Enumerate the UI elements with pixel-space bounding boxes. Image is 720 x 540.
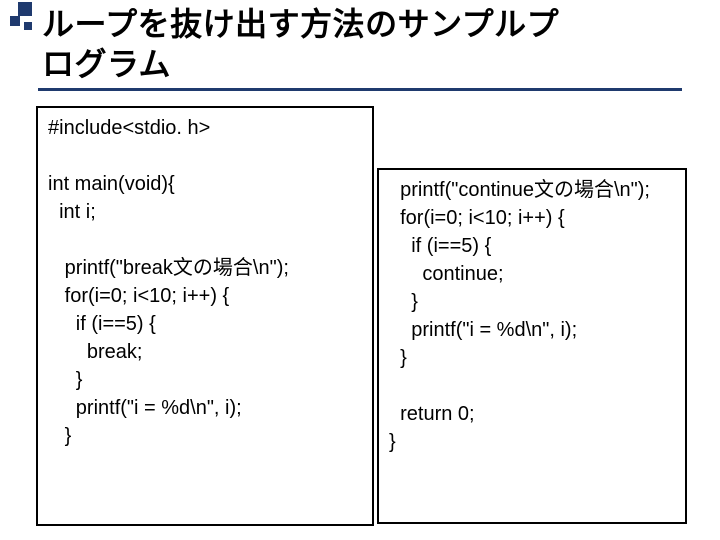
deco-square — [24, 22, 32, 30]
title-underline — [38, 88, 682, 91]
code-line: } — [48, 369, 82, 391]
code-line: break; — [48, 341, 142, 363]
code-line: #include<stdio. h> — [48, 117, 210, 139]
code-line: printf("continue文の場合\n"); — [389, 179, 650, 201]
code-line: printf("break文の場合\n"); — [48, 257, 289, 279]
title-line2: ログラム — [42, 46, 171, 82]
code-line: } — [389, 347, 407, 369]
code-line: } — [389, 431, 396, 453]
code-line: } — [48, 425, 71, 447]
code-line: for(i=0; i<10; i++) { — [48, 285, 229, 307]
deco-square — [18, 2, 32, 16]
code-line: } — [389, 291, 418, 313]
code-line: printf("i = %d\n", i); — [389, 319, 577, 341]
code-line: for(i=0; i<10; i++) { — [389, 207, 565, 229]
code-box-left: #include<stdio. h> int main(void){ int i… — [36, 106, 374, 526]
code-line: continue; — [389, 263, 504, 285]
code-line: if (i==5) { — [389, 235, 491, 257]
slide-title: ループを抜け出す方法のサンプルプ ログラム — [42, 4, 720, 84]
code-line: printf("i = %d\n", i); — [48, 397, 242, 419]
deco-square — [10, 16, 20, 26]
code-line: if (i==5) { — [48, 313, 156, 335]
corner-decoration — [0, 0, 40, 40]
code-line: int i; — [48, 201, 96, 223]
heading-block: ループを抜け出す方法のサンプルプ ログラム — [0, 0, 720, 84]
title-line1: ループを抜け出す方法のサンプルプ — [42, 6, 559, 42]
code-box-right: printf("continue文の場合\n"); for(i=0; i<10;… — [377, 168, 687, 524]
code-line: int main(void){ — [48, 173, 175, 195]
code-line: return 0; — [389, 403, 475, 425]
